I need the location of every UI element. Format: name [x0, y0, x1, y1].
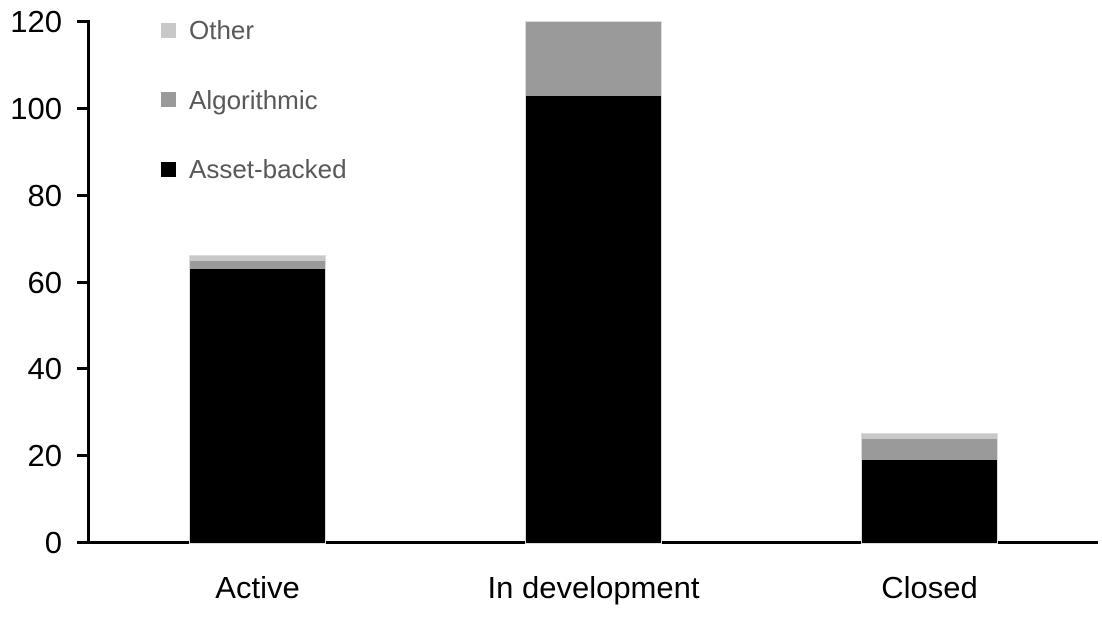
bar-segment-other — [862, 434, 997, 439]
legend-swatch-icon — [161, 161, 176, 177]
bar-segment-algorithmic — [862, 438, 997, 461]
y-tick-label: 60 — [27, 264, 62, 300]
y-tick-label: 20 — [27, 438, 62, 474]
y-tick-label: 100 — [10, 90, 62, 126]
legend-item-other: Other — [161, 15, 254, 45]
x-tick-label: In development — [487, 570, 700, 605]
bar-segment-asset-backed — [190, 269, 325, 543]
y-axis-tick — [77, 280, 90, 284]
legend-item-algorithmic: Algorithmic — [161, 85, 318, 115]
y-axis-tick — [77, 541, 90, 544]
legend-item-asset-backed: Asset-backed — [161, 154, 347, 184]
bar-segment-asset-backed — [526, 95, 661, 543]
x-tick-label: Active — [215, 570, 300, 605]
legend-label: Algorithmic — [189, 84, 318, 115]
bar-segment-asset-backed — [862, 460, 997, 543]
bar-active — [189, 255, 326, 544]
y-tick-label: 120 — [10, 4, 62, 39]
y-tick-label: 0 — [44, 525, 62, 560]
bar-closed — [861, 433, 998, 544]
y-tick-label: 80 — [27, 177, 62, 213]
y-axis-tick — [77, 20, 90, 23]
y-axis-tick — [77, 454, 90, 458]
legend-label: Asset-backed — [189, 154, 347, 184]
legend-swatch-icon — [161, 22, 176, 38]
legend-label: Other — [189, 15, 255, 45]
y-axis-tick — [77, 367, 90, 371]
y-tick-label: 40 — [27, 351, 62, 387]
bar-segment-algorithmic — [190, 260, 325, 270]
x-tick-label: Closed — [881, 570, 978, 605]
bar-segment-algorithmic — [526, 22, 661, 96]
y-axis-tick — [77, 106, 90, 110]
bar-segment-other — [190, 256, 325, 261]
bar-in-development — [525, 21, 662, 544]
legend-swatch-icon — [161, 92, 176, 107]
y-axis-tick — [77, 193, 90, 197]
